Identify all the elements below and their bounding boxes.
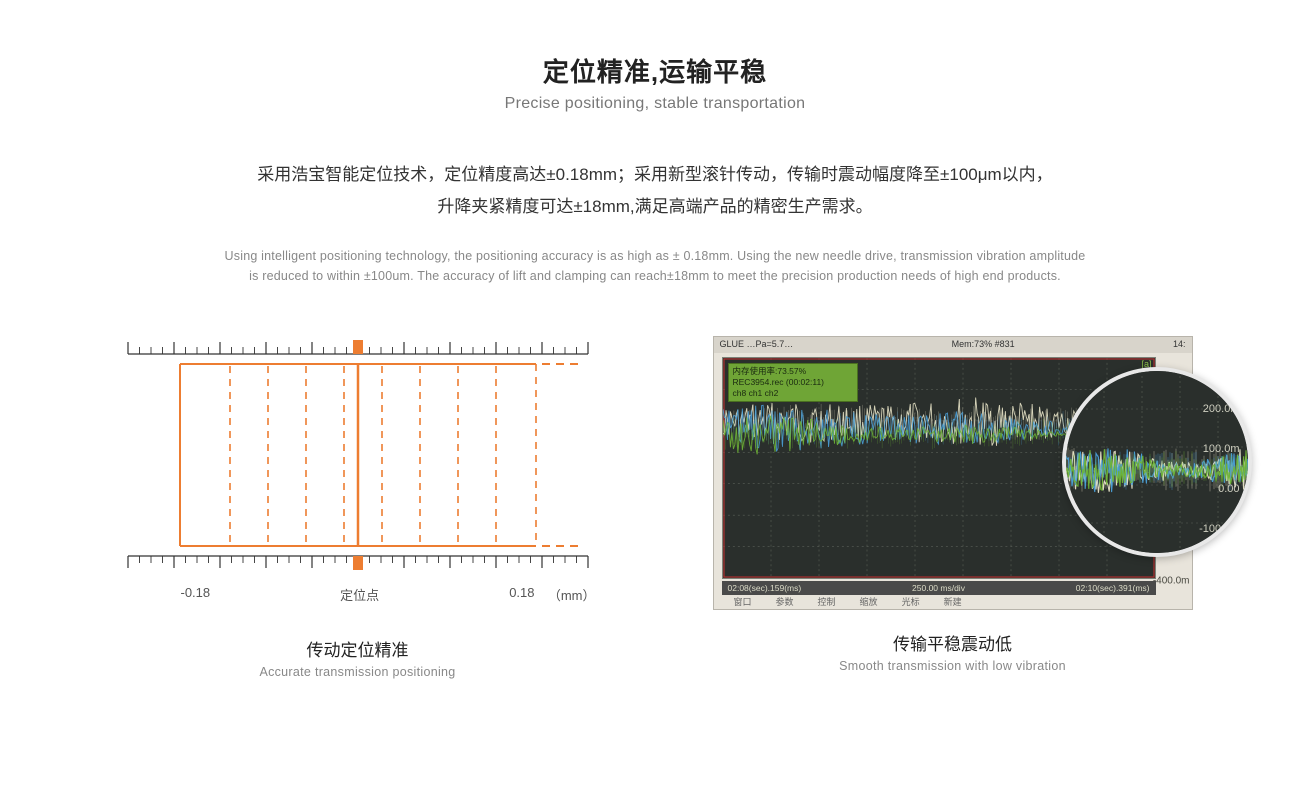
scope-info-line1: 内存使用率:73.57%: [733, 366, 853, 377]
magnifier-y-label: 100.0m: [1203, 443, 1240, 455]
scope-titlebar: GLUE …Pa=5.7… Mem:73% #831 14:: [714, 337, 1192, 353]
page-container: 定位精准,运输平稳 Precise positioning, stable tr…: [0, 0, 1310, 679]
ruler-label-left: -0.18: [181, 585, 211, 604]
scope-tab: 缩放: [860, 595, 878, 608]
scope-infobox: 内存使用率:73.57% REC3954.rec (00:02:11) ch8 …: [728, 363, 858, 402]
scope-tabs: 窗口 参数 控制 缩放 光标 新建: [722, 595, 1156, 609]
positioning-diagram: -0.18 定位点 0.18 （mm）: [118, 336, 598, 616]
scope-tab: 参数: [776, 595, 794, 608]
scope-x-right: 02:10(sec).391(ms): [1076, 583, 1150, 593]
scope-x-mid: 250.00 ms/div: [912, 583, 965, 593]
ruler-label-center: 定位点: [340, 585, 379, 604]
scope-tab: 控制: [818, 595, 836, 608]
right-caption-cn: 传输平稳震动低: [893, 630, 1012, 655]
desc-cn-line1: 采用浩宝智能定位技术，定位精度高达±0.18mm；采用新型滚针传动，传输时震动幅…: [257, 165, 1052, 184]
oscilloscope-wrapper: GLUE …Pa=5.7… Mem:73% #831 14: [a] 内存使用率…: [713, 336, 1193, 610]
oscilloscope: GLUE …Pa=5.7… Mem:73% #831 14: [a] 内存使用率…: [713, 336, 1193, 610]
magnifier-y-label: -100.0m: [1199, 523, 1239, 535]
scope-y-label: -400.0m: [1153, 575, 1190, 586]
scope-x-left: 02:08(sec).159(ms): [728, 583, 802, 593]
scope-top-right: 14:: [1173, 339, 1186, 351]
scope-tab: 新建: [944, 595, 962, 608]
title-cn: 定位精准,运输平稳: [100, 52, 1210, 89]
title-en: Precise positioning, stable transportati…: [100, 95, 1210, 113]
left-figure: -0.18 定位点 0.18 （mm） 传动定位精准 Accurate tran…: [100, 336, 615, 679]
desc-en-line2: is reduced to within ±100um. The accurac…: [249, 269, 1061, 283]
ruler-labels: -0.18 定位点 0.18: [118, 585, 598, 604]
scope-tab: 窗口: [734, 595, 752, 608]
desc-cn-line2: 升降夹紧精度可达±18mm,满足高端产品的精密生产需求。: [437, 197, 872, 216]
magnifier-lens: 200.0m 100.0m 0.00 -100.0m: [1062, 367, 1252, 557]
right-caption-en: Smooth transmission with low vibration: [839, 659, 1066, 673]
description-en: Using intelligent positioning technology…: [100, 246, 1210, 286]
left-caption-en: Accurate transmission positioning: [259, 665, 455, 679]
scope-top-mid: Mem:73% #831: [952, 339, 1015, 351]
positioning-svg: [118, 336, 598, 582]
magnifier-y-label: 200.0m: [1203, 403, 1240, 415]
right-figure: GLUE …Pa=5.7… Mem:73% #831 14: [a] 内存使用率…: [695, 336, 1210, 679]
left-caption-cn: 传动定位精准: [307, 636, 409, 661]
scope-top-left: GLUE …Pa=5.7…: [720, 339, 794, 351]
scope-info-line2: REC3954.rec (00:02:11): [733, 377, 853, 388]
desc-en-line1: Using intelligent positioning technology…: [225, 249, 1086, 263]
scope-tab: 光标: [902, 595, 920, 608]
scope-info-line3: ch8 ch1 ch2: [733, 388, 853, 399]
ruler-unit: （mm）: [548, 585, 596, 604]
description-cn: 采用浩宝智能定位技术，定位精度高达±0.18mm；采用新型滚针传动，传输时震动幅…: [100, 159, 1210, 224]
scope-xbar: 02:08(sec).159(ms) 250.00 ms/div 02:10(s…: [722, 581, 1156, 595]
figures-row: -0.18 定位点 0.18 （mm） 传动定位精准 Accurate tran…: [100, 336, 1210, 679]
ruler-label-right: 0.18: [509, 585, 534, 604]
magnifier-y-label: 0.00: [1218, 483, 1239, 495]
